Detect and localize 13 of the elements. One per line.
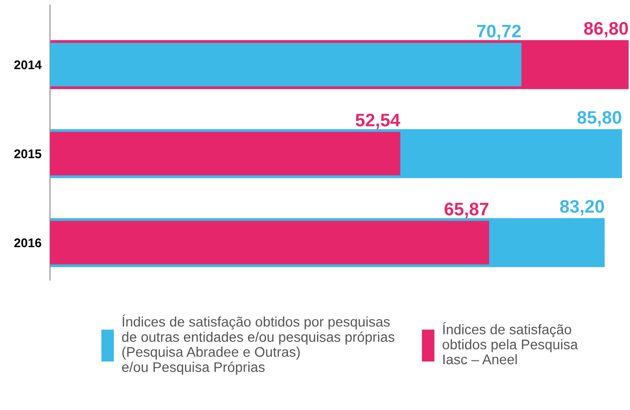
bar [50,132,400,176]
legend-label: Índices de satisfação obtidos pela Pesquisa Iasc – Aneel [442,322,578,364]
bar [50,220,490,264]
y-tick-label: 2014 [14,60,42,70]
data-label: 70,72 [477,24,521,40]
data-label: 86,80 [584,22,628,38]
y-tick-label: 2015 [14,149,42,158]
data-label: 83,20 [560,200,604,216]
legend-label: Índices de satisfação obtidos por pesquisas de outras entidades e/ou pesquisas próprias (Pesquisa Abradee e Outras) e/ou Pesquisa Próprias [122,314,394,375]
data-label: 65,87 [444,202,488,218]
data-label: 85,80 [577,111,622,126]
data-label: 52,54 [356,114,400,130]
y-tick-label: 2016 [14,238,42,248]
